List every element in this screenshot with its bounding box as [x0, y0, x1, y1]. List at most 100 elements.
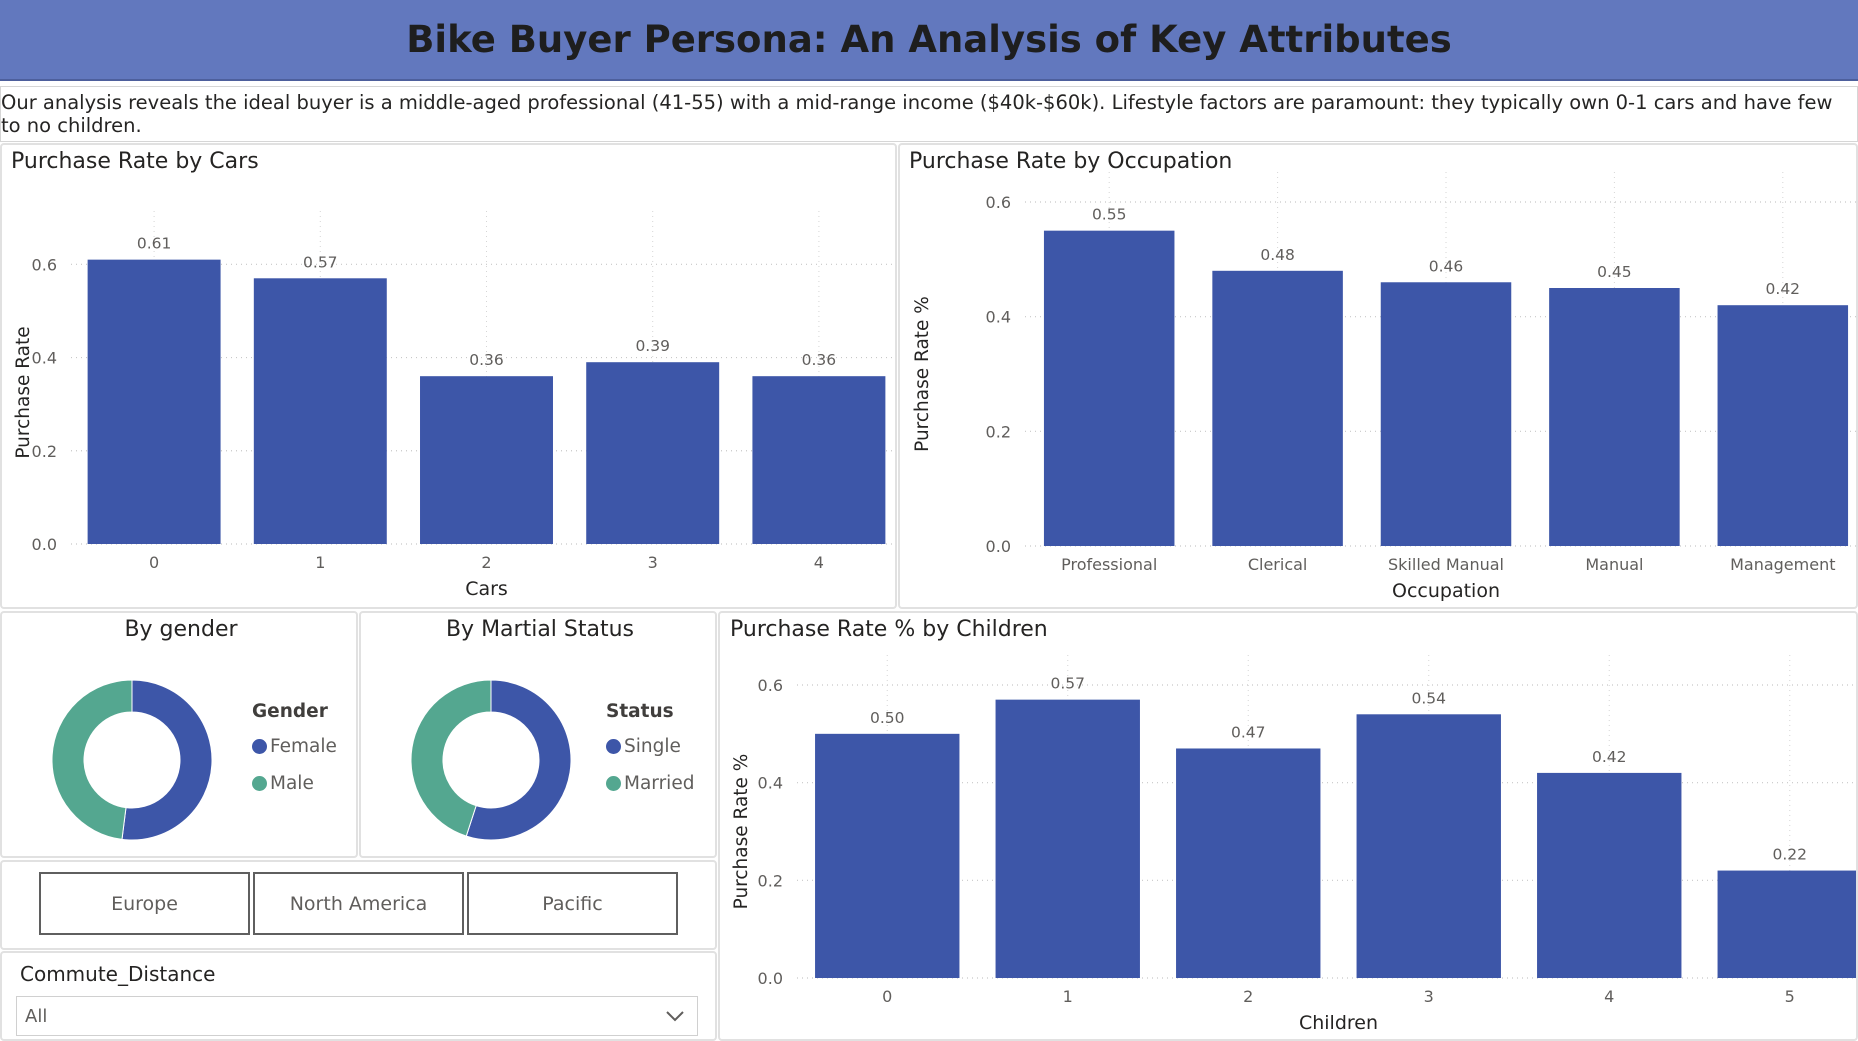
x-tick-label: 2	[481, 553, 491, 572]
gender-donut-chart	[51, 679, 213, 841]
children-chart: 0.0 0.2 0.4 0.6 0.50 0 0.57 1 0.47 2 0.54 3 0.42 4 0.2…	[731, 655, 1856, 1034]
bar	[995, 699, 1140, 978]
cars-chart-title: Purchase Rate by Cars	[11, 149, 259, 174]
bar	[1176, 748, 1321, 978]
x-axis-title: Occupation	[1392, 580, 1500, 602]
x-tick-label: Management	[1730, 555, 1835, 574]
donut-slice-married	[410, 679, 492, 837]
x-tick-label: Manual	[1585, 555, 1643, 574]
female-dot-icon	[252, 739, 267, 754]
marital-legend-title: Status	[606, 701, 674, 722]
children-chart-panel[interactable]: Purchase Rate % by Children 0.0 0.2 0.4 0.6…	[718, 611, 1858, 1041]
x-tick-label: 3	[1424, 987, 1434, 1006]
legend-item-married[interactable]: Married	[606, 765, 694, 802]
x-tick-label: 5	[1785, 987, 1795, 1006]
bar	[420, 376, 553, 544]
data-label: 0.54	[1411, 689, 1446, 707]
x-axis-title: Children	[1299, 1012, 1378, 1034]
data-label: 0.36	[469, 351, 504, 369]
legend-label-male: Male	[270, 773, 314, 794]
bar	[1537, 772, 1682, 978]
legend-label-married: Married	[624, 773, 695, 794]
donut-slice-male	[51, 679, 133, 840]
x-tick-label: 0	[882, 987, 892, 1006]
gender-legend-title: Gender	[252, 701, 328, 722]
x-tick-label: 4	[1604, 987, 1614, 1006]
legend-item-female[interactable]: Female	[252, 728, 337, 765]
occupation-chart: 0.0 0.2 0.4 0.6 0.55 Professional 0.48 Clerical…	[912, 172, 1856, 602]
legend-label-single: Single	[624, 736, 681, 757]
marital-donut-chart	[410, 679, 572, 841]
cars-chart: 0.0 0.2 0.4 0.6 0.61 0 0.57 1 0.36 2 0.39 3 0.36 4 Car…	[13, 211, 895, 600]
y-tick-label: 0.4	[32, 349, 57, 368]
legend-label-female: Female	[270, 736, 337, 757]
cars-chart-panel[interactable]: Purchase Rate by Cars 0.0 0.2 0.4 0.6 0.61 0 0…	[0, 143, 897, 609]
x-tick-label: 1	[315, 553, 325, 572]
data-label: 0.46	[1429, 257, 1464, 275]
x-tick-label: Skilled Manual	[1388, 555, 1504, 574]
data-label: 0.61	[137, 235, 172, 253]
bar	[815, 733, 960, 978]
x-tick-label: 4	[814, 553, 824, 572]
chevron-down-icon	[666, 1011, 684, 1022]
bar	[1549, 288, 1680, 546]
donut-slice-female	[121, 679, 213, 841]
data-label: 0.47	[1231, 723, 1266, 741]
bar	[1043, 230, 1175, 546]
bar	[586, 362, 720, 544]
x-tick-label: 2	[1243, 987, 1253, 1006]
male-dot-icon	[252, 776, 267, 791]
commute-slicer-label: Commute_Distance	[20, 962, 216, 986]
region-button-pacific[interactable]: Pacific	[467, 872, 678, 935]
legend-item-single[interactable]: Single	[606, 728, 694, 765]
report-header: Bike Buyer Persona: An Analysis of Key A…	[0, 0, 1858, 81]
data-label: 0.57	[303, 253, 338, 271]
y-tick-label: 0.6	[758, 676, 783, 695]
gender-chart-title: By gender	[124, 617, 238, 642]
summary-text: Our analysis reveals the ideal buyer is …	[0, 86, 1858, 142]
x-tick-label: 3	[648, 553, 658, 572]
data-label: 0.48	[1260, 246, 1295, 264]
y-tick-label: 0.6	[32, 255, 57, 274]
marital-legend: Status Single Married	[606, 701, 694, 802]
data-label: 0.50	[870, 709, 905, 727]
report-title: Bike Buyer Persona: An Analysis of Key A…	[406, 18, 1452, 61]
occupation-chart-panel[interactable]: Purchase Rate by Occupation 0.0 0.2 0.4 0.6…	[898, 143, 1858, 609]
y-tick-label: 0.6	[986, 193, 1011, 212]
bar	[1717, 870, 1856, 978]
bar	[253, 278, 387, 544]
data-label: 0.55	[1092, 206, 1127, 224]
x-tick-label: Professional	[1061, 555, 1157, 574]
bar	[1380, 282, 1512, 546]
children-chart-title: Purchase Rate % by Children	[730, 617, 1048, 642]
y-axis-title: Purchase Rate %	[731, 754, 752, 910]
data-label: 0.39	[635, 337, 670, 355]
marital-chart-title: By Martial Status	[445, 617, 635, 642]
bar	[1356, 714, 1501, 978]
commute-distance-dropdown[interactable]: All	[16, 996, 698, 1036]
data-label: 0.57	[1050, 675, 1085, 693]
data-label: 0.22	[1772, 846, 1807, 864]
y-tick-label: 0.4	[758, 774, 783, 793]
region-button-north-america[interactable]: North America	[253, 872, 464, 935]
bar	[1717, 305, 1849, 546]
legend-item-male[interactable]: Male	[252, 765, 337, 802]
y-axis-title: Purchase Rate %	[912, 296, 933, 452]
single-dot-icon	[606, 739, 621, 754]
y-tick-label: 0.0	[758, 969, 783, 988]
bar	[752, 376, 886, 544]
region-button-europe[interactable]: Europe	[39, 872, 250, 935]
data-label: 0.42	[1592, 748, 1627, 766]
y-tick-label: 0.0	[32, 535, 57, 554]
y-tick-label: 0.2	[986, 422, 1011, 441]
x-tick-label: 0	[149, 553, 159, 572]
y-tick-label: 0.2	[32, 442, 57, 461]
commute-selected-value: All	[25, 1005, 48, 1027]
data-label: 0.42	[1766, 280, 1801, 298]
x-tick-label: 1	[1063, 987, 1073, 1006]
marital-chart-panel[interactable]: By Martial Status Status Single Married	[359, 611, 717, 858]
donut-slice-single	[465, 679, 572, 841]
data-label: 0.45	[1597, 263, 1632, 281]
gender-legend: Gender Female Male	[252, 701, 337, 802]
gender-chart-panel[interactable]: By gender Gender Female Male	[0, 611, 358, 858]
